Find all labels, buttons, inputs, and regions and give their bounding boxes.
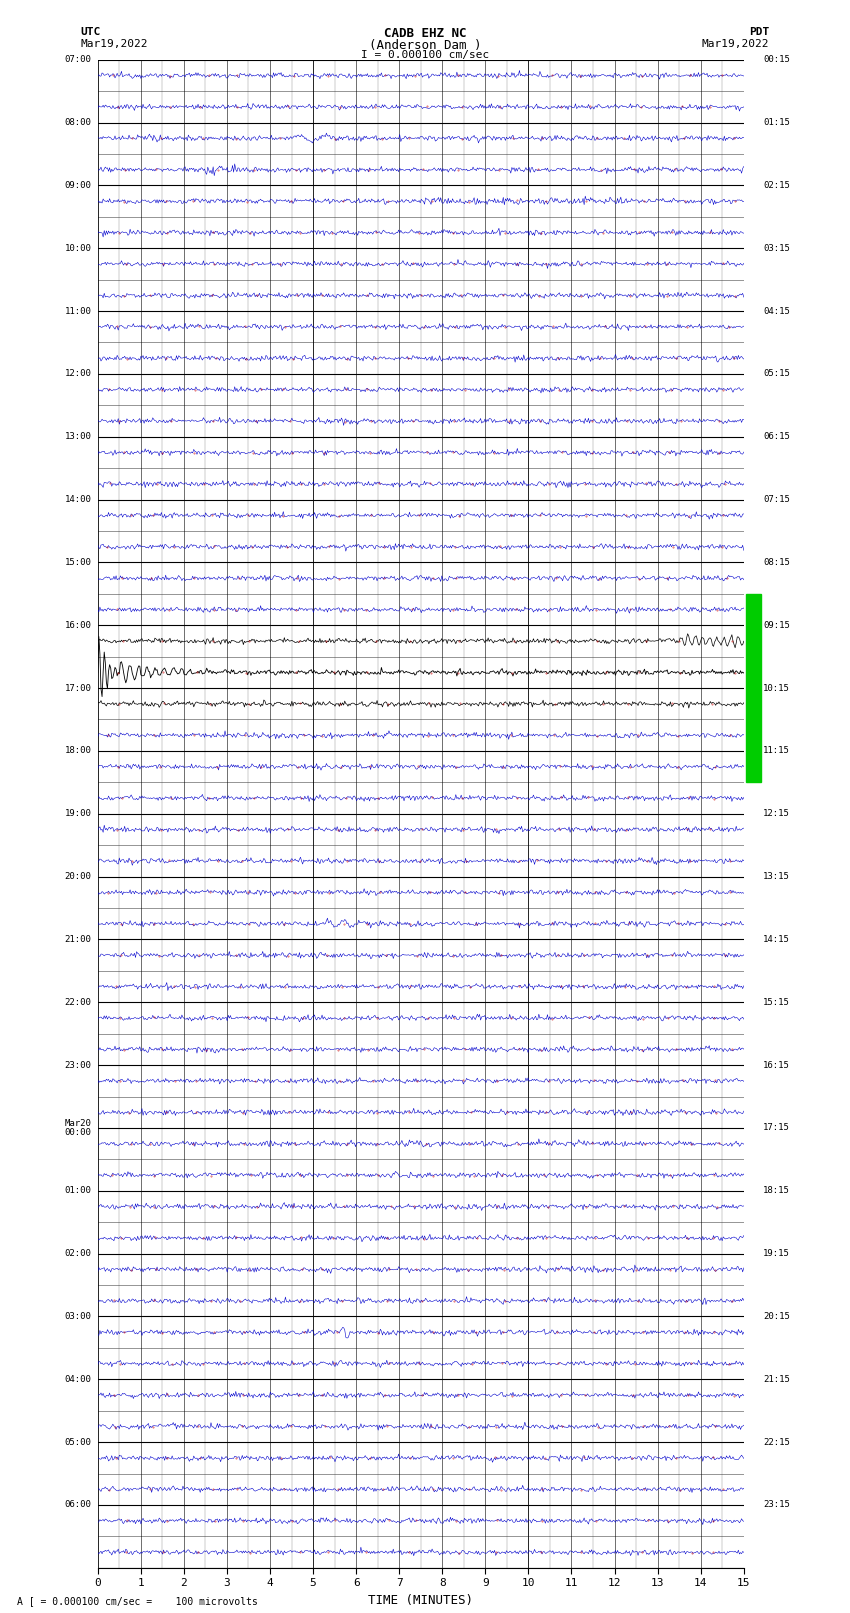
- Text: 07:00: 07:00: [65, 55, 91, 65]
- Text: 20:00: 20:00: [65, 873, 91, 881]
- Text: 00:15: 00:15: [763, 55, 790, 65]
- Text: 04:15: 04:15: [763, 306, 790, 316]
- Text: 07:15: 07:15: [763, 495, 790, 503]
- X-axis label: TIME (MINUTES): TIME (MINUTES): [368, 1594, 473, 1607]
- Text: 23:00: 23:00: [65, 1061, 91, 1069]
- Text: 22:15: 22:15: [763, 1437, 790, 1447]
- Text: 21:15: 21:15: [763, 1374, 790, 1384]
- Text: 05:15: 05:15: [763, 369, 790, 379]
- Text: 08:00: 08:00: [65, 118, 91, 127]
- Text: 14:00: 14:00: [65, 495, 91, 503]
- Text: 03:15: 03:15: [763, 244, 790, 253]
- Text: 19:15: 19:15: [763, 1248, 790, 1258]
- Text: 23:15: 23:15: [763, 1500, 790, 1510]
- Text: 10:00: 10:00: [65, 244, 91, 253]
- Text: 11:15: 11:15: [763, 747, 790, 755]
- Text: 09:15: 09:15: [763, 621, 790, 629]
- Text: Mar19,2022: Mar19,2022: [81, 39, 148, 48]
- Text: 15:15: 15:15: [763, 998, 790, 1007]
- Text: 14:15: 14:15: [763, 936, 790, 944]
- Text: A [ = 0.000100 cm/sec =    100 microvolts: A [ = 0.000100 cm/sec = 100 microvolts: [17, 1597, 258, 1607]
- Text: Mar19,2022: Mar19,2022: [702, 39, 769, 48]
- Text: 05:00: 05:00: [65, 1437, 91, 1447]
- Text: 22:00: 22:00: [65, 998, 91, 1007]
- Text: 12:15: 12:15: [763, 810, 790, 818]
- Text: 06:15: 06:15: [763, 432, 790, 442]
- Text: 11:00: 11:00: [65, 306, 91, 316]
- Text: PDT: PDT: [749, 27, 769, 37]
- Text: 01:00: 01:00: [65, 1186, 91, 1195]
- Text: 01:15: 01:15: [763, 118, 790, 127]
- Text: 12:00: 12:00: [65, 369, 91, 379]
- Bar: [746, 594, 761, 782]
- Text: 17:00: 17:00: [65, 684, 91, 692]
- Text: 13:00: 13:00: [65, 432, 91, 442]
- Text: 06:00: 06:00: [65, 1500, 91, 1510]
- Text: 16:00: 16:00: [65, 621, 91, 629]
- Text: (Anderson Dam ): (Anderson Dam ): [369, 39, 481, 52]
- Text: 18:00: 18:00: [65, 747, 91, 755]
- Text: 02:15: 02:15: [763, 181, 790, 190]
- Text: 04:00: 04:00: [65, 1374, 91, 1384]
- Text: 08:15: 08:15: [763, 558, 790, 566]
- Text: 02:00: 02:00: [65, 1248, 91, 1258]
- Text: 09:00: 09:00: [65, 181, 91, 190]
- Text: 03:00: 03:00: [65, 1311, 91, 1321]
- Text: 21:00: 21:00: [65, 936, 91, 944]
- Text: 16:15: 16:15: [763, 1061, 790, 1069]
- Text: 19:00: 19:00: [65, 810, 91, 818]
- Text: 13:15: 13:15: [763, 873, 790, 881]
- Text: 10:15: 10:15: [763, 684, 790, 692]
- Text: UTC: UTC: [81, 27, 101, 37]
- Text: 15:00: 15:00: [65, 558, 91, 566]
- Text: 17:15: 17:15: [763, 1124, 790, 1132]
- Text: 18:15: 18:15: [763, 1186, 790, 1195]
- Text: CADB EHZ NC: CADB EHZ NC: [383, 27, 467, 40]
- Text: I = 0.000100 cm/sec: I = 0.000100 cm/sec: [361, 50, 489, 60]
- Text: Mar20
00:00: Mar20 00:00: [65, 1118, 91, 1137]
- Text: 20:15: 20:15: [763, 1311, 790, 1321]
